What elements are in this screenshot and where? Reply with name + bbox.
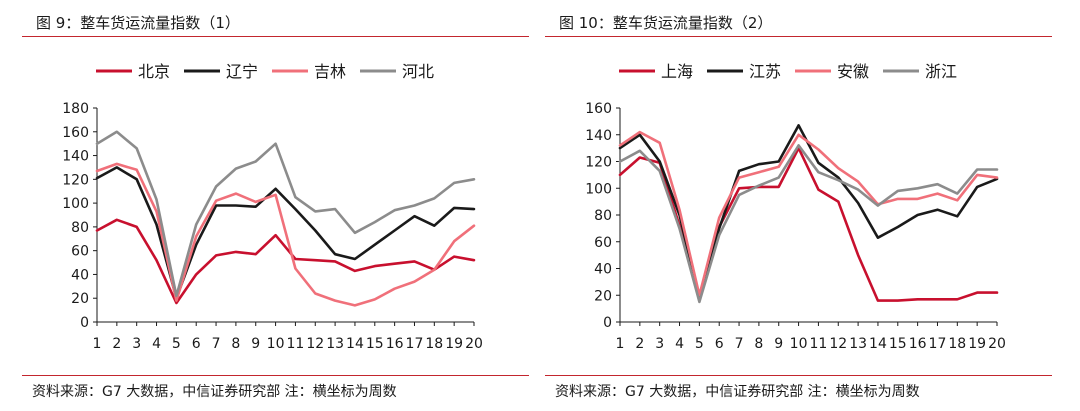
y-tick-label: 60	[594, 235, 612, 251]
legend-label: 上海	[661, 62, 693, 81]
x-tick-label: 7	[735, 336, 744, 352]
x-tick-label: 14	[346, 336, 364, 352]
x-tick-label: 19	[445, 336, 463, 352]
chart-panel-1: 图 9：整车货运流量指数（1） 0 20 40 60 80 100 120 140 160 180…	[22, 0, 547, 411]
x-tick-label: 11	[810, 336, 828, 352]
y-tick-label: 100	[585, 181, 612, 197]
x-tick-label: 11	[287, 336, 305, 352]
x-tick-label: 15	[366, 336, 384, 352]
x-tick-label: 5	[172, 336, 181, 352]
legend-label: 吉林	[314, 62, 346, 81]
x-tick-label: 3	[655, 336, 664, 352]
y-tick-label: 160	[585, 101, 612, 117]
series-line-3	[95, 162, 476, 307]
y-tick-label: 180	[62, 101, 89, 117]
x-tick-label: 4	[152, 336, 161, 352]
x-tick-label: 20	[465, 336, 483, 352]
y-tick-label: 100	[62, 196, 89, 212]
x-tick-label: 14	[869, 336, 887, 352]
source-rule	[22, 375, 529, 376]
x-tick-label: 13	[326, 336, 344, 352]
x-tick-label: 15	[889, 336, 907, 352]
x-tick-label: 7	[212, 336, 221, 352]
x-tick-label: 8	[754, 336, 763, 352]
x-tick-label: 18	[948, 336, 966, 352]
series-line-4	[95, 130, 476, 298]
y-tick-label: 80	[71, 220, 89, 236]
source-rule	[545, 375, 1052, 376]
legend-label: 辽宁	[226, 62, 258, 81]
series-line-4	[618, 144, 999, 304]
x-tick-label: 10	[790, 336, 808, 352]
x-tick-label: 6	[715, 336, 724, 352]
y-tick-label: 0	[80, 315, 89, 331]
y-tick-label: 80	[594, 208, 612, 224]
series-line-3	[618, 130, 999, 297]
series-line-1	[618, 146, 999, 302]
y-tick-label: 140	[62, 149, 89, 165]
x-tick-label: 16	[386, 336, 404, 352]
title-rule	[22, 36, 529, 37]
x-tick-label: 17	[406, 336, 424, 352]
y-tick-label: 140	[585, 128, 612, 144]
source-note: 资料来源：G7 大数据，中信证券研究部 注：横坐标为周数	[555, 384, 920, 400]
legend-label: 北京	[138, 62, 170, 81]
series-line-2	[95, 166, 476, 300]
legend-label: 浙江	[925, 62, 957, 81]
y-tick-label: 20	[71, 291, 89, 307]
x-tick-label: 1	[93, 336, 102, 352]
x-tick-label: 8	[231, 336, 240, 352]
chart-title: 图 9：整车货运流量指数（1）	[36, 14, 240, 32]
x-tick-label: 2	[112, 336, 121, 352]
x-tick-label: 2	[635, 336, 644, 352]
x-tick-label: 4	[675, 336, 684, 352]
x-tick-label: 17	[929, 336, 947, 352]
x-tick-label: 5	[695, 336, 704, 352]
y-tick-label: 60	[71, 244, 89, 260]
chart-panel-2: 图 10：整车货运流量指数（2） 0 20 40 60 80 100 120 140 160 1 2…	[545, 0, 1070, 411]
x-tick-label: 6	[192, 336, 201, 352]
title-rule	[545, 36, 1052, 37]
legend-label: 江苏	[749, 62, 781, 81]
x-tick-label: 19	[968, 336, 986, 352]
x-tick-label: 13	[849, 336, 867, 352]
x-tick-label: 9	[774, 336, 783, 352]
x-tick-label: 12	[829, 336, 847, 352]
chart-title: 图 10：整车货运流量指数（2）	[559, 14, 773, 32]
x-tick-label: 20	[988, 336, 1006, 352]
legend-label: 安徽	[837, 62, 869, 81]
x-tick-label: 12	[306, 336, 324, 352]
x-tick-label: 16	[909, 336, 927, 352]
x-tick-label: 10	[267, 336, 285, 352]
x-tick-label: 18	[425, 336, 443, 352]
x-tick-label: 1	[616, 336, 625, 352]
legend-label: 河北	[402, 62, 434, 81]
y-tick-label: 0	[603, 315, 612, 331]
x-tick-label: 3	[132, 336, 141, 352]
y-tick-label: 120	[585, 155, 612, 171]
series-line-1	[95, 218, 476, 305]
y-tick-label: 20	[594, 288, 612, 304]
y-tick-label: 40	[594, 262, 612, 278]
y-tick-label: 120	[62, 172, 89, 188]
x-tick-label: 9	[251, 336, 260, 352]
y-tick-label: 160	[62, 125, 89, 141]
y-tick-label: 40	[71, 267, 89, 283]
source-note: 资料来源：G7 大数据，中信证券研究部 注：横坐标为周数	[32, 384, 397, 400]
